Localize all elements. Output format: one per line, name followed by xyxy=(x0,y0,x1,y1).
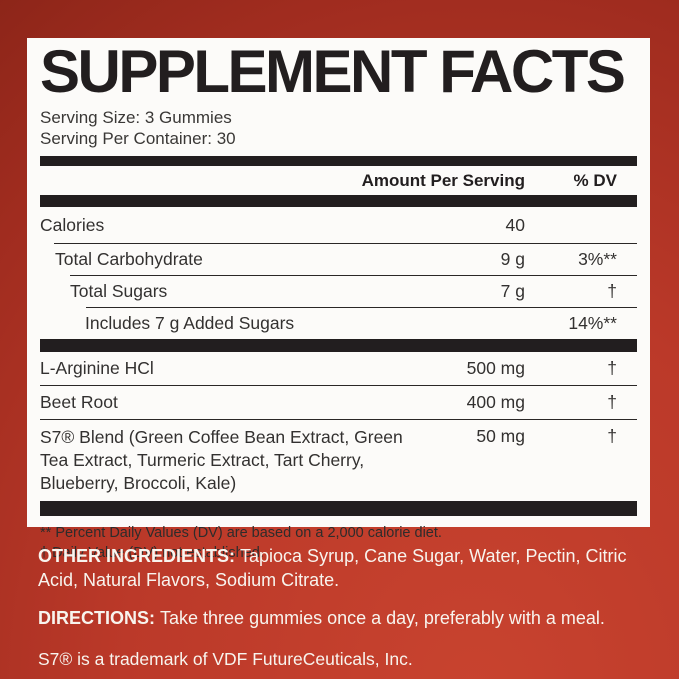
nutrient-row-s7-blend: S7® Blend (Green Coffee Bean Extract, Gr… xyxy=(40,420,637,501)
nutrient-amount: 500 mg xyxy=(466,358,525,379)
hairline-rule xyxy=(70,275,637,277)
trademark-note: S7® is a trademark of VDF FutureCeutical… xyxy=(38,649,413,669)
supplement-facts-panel: SUPPLEMENT FACTS Serving Size: 3 Gummies… xyxy=(27,38,650,561)
directions-label: DIRECTIONS: xyxy=(38,608,161,628)
nutrient-dv xyxy=(545,207,637,222)
footnote-daily-value: † Daily Value (DV) not established. xyxy=(40,544,264,561)
nutrient-amount: 7 g xyxy=(500,281,525,302)
hairline-rule xyxy=(40,419,637,421)
column-header-row: Amount Per Serving % DV xyxy=(40,166,637,195)
divider-bar-bottom xyxy=(40,501,637,517)
nutrient-dv: † xyxy=(607,281,617,302)
hairline-rule xyxy=(54,243,637,245)
directions-text: Take three gummies once a day, preferabl… xyxy=(160,608,605,628)
divider-bar-header xyxy=(40,195,637,208)
servings-per-container: Serving Per Container: 30 xyxy=(40,129,236,149)
supplement-facts-title: SUPPLEMENT FACTS xyxy=(40,38,626,105)
column-header-amount: Amount Per Serving xyxy=(361,171,525,191)
nutrient-name: Calories xyxy=(40,215,105,236)
divider-bar-top xyxy=(40,156,637,167)
nutrient-row-calories: Calories 40 xyxy=(40,207,637,243)
nutrient-name: S7® Blend (Green Coffee Bean Extract, Gr… xyxy=(40,427,403,494)
nutrient-row-l-arginine: L-Arginine HCl 500 mg † xyxy=(40,352,637,385)
column-header-dv: % DV xyxy=(573,171,617,191)
directions: DIRECTIONS: Take three gummies once a da… xyxy=(38,606,648,630)
nutrient-amount xyxy=(425,308,545,318)
nutrient-dv: † xyxy=(607,392,617,413)
hairline-rule xyxy=(40,385,637,387)
nutrient-name: Beet Root xyxy=(40,392,118,413)
other-ingredients-label: OTHER INGREDIENTS: xyxy=(38,546,241,566)
nutrient-name: Includes 7 g Added Sugars xyxy=(85,313,295,334)
nutrient-amount: 400 mg xyxy=(466,392,525,413)
nutrient-name: L-Arginine HCl xyxy=(40,358,154,379)
nutrient-name: Total Carbohydrate xyxy=(55,249,203,270)
nutrient-dv: † xyxy=(607,358,617,379)
nutrient-row-total-carbohydrate: Total Carbohydrate 9 g 3%** xyxy=(40,244,637,275)
footnote-percent-dv: ** Percent Daily Values (DV) are based o… xyxy=(40,525,442,542)
nutrient-dv: 3%** xyxy=(578,249,617,270)
nutrient-amount: 40 xyxy=(505,215,525,236)
other-ingredients-text: Tapioca Syrup, Cane Sugar, Water, Pectin… xyxy=(38,546,627,590)
nutrient-row-beet-root: Beet Root 400 mg † xyxy=(40,386,637,419)
nutrient-dv: † xyxy=(607,426,617,447)
other-ingredients: OTHER INGREDIENTS: Tapioca Syrup, Cane S… xyxy=(38,544,648,592)
nutrient-dv: 14%** xyxy=(568,313,617,334)
hairline-rule xyxy=(86,307,637,309)
nutrient-amount: 50 mg xyxy=(476,426,525,447)
nutrient-amount: 9 g xyxy=(500,249,525,270)
nutrient-row-total-sugars: Total Sugars 7 g † xyxy=(40,276,637,307)
nutrient-name: Total Sugars xyxy=(70,281,168,302)
serving-size: Serving Size: 3 Gummies xyxy=(40,108,232,128)
divider-bar-middle xyxy=(40,339,637,353)
nutrient-row-added-sugars: Includes 7 g Added Sugars 14%** xyxy=(40,308,637,339)
label-bottom-section: OTHER INGREDIENTS: Tapioca Syrup, Cane S… xyxy=(38,544,648,671)
